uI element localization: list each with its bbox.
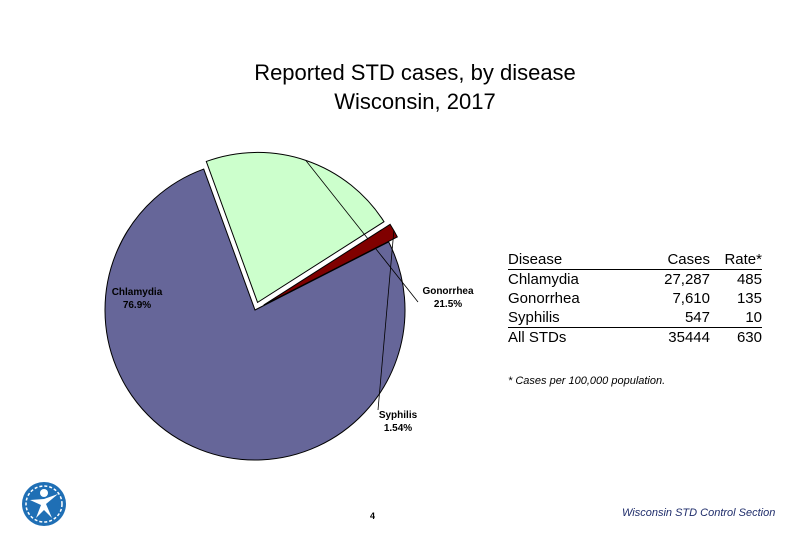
chart-title: Reported STD cases, by disease [254,60,576,85]
cell-disease: Chlamydia [508,271,579,288]
leader-line-syphilis [377,230,395,411]
slice-label-gonorrhea: Gonorrhea [422,286,474,297]
cell-cases: 27,287 [664,271,710,288]
cell-cases: 547 [626,308,710,328]
cell-cases: 7,610 [672,290,710,307]
table-row-total: All STDs 35444 630 [508,328,762,348]
cell-disease: Gonorrhea [508,290,580,307]
pie-slice-gonorrhea [205,151,385,304]
cell-rate: 10 [710,308,762,328]
slice-percent-chlamydia: 76.9% [123,300,151,311]
slice-percent-gonorrhea: 21.5% [434,299,462,310]
chart-title-block: Reported STD cases, by disease Wisconsin… [160,58,670,116]
pie-slice-chlamydia [104,168,406,461]
cell-disease: Syphilis [508,308,626,328]
credit-text: Wisconsin STD Control Section [622,507,776,519]
chart-subtitle: Wisconsin, 2017 [334,89,496,114]
leader-line-gonorrhea [305,160,419,303]
table-row: Gonorrhea 7,610 135 [508,289,762,308]
health-logo-icon [22,482,66,526]
slice-label-syphilis: Syphilis [379,410,418,421]
table-header-row: Disease Cases Rate* [508,250,762,270]
cell-rate: 135 [736,290,762,307]
header-cases: Cases [626,250,710,270]
slice-label-chlamydia: Chlamydia [112,287,163,298]
table-row: Syphilis 547 10 [508,308,762,328]
cell-disease: All STDs [508,329,567,346]
header-disease: Disease [508,250,626,270]
cell-rate: 485 [736,271,762,288]
table-row: Chlamydia 27,287 485 [508,270,762,290]
header-rate: Rate* [710,250,762,270]
slice-percent-syphilis: 1.54% [384,423,412,434]
cell-cases: 35444 [668,329,710,346]
cell-rate: 630 [736,329,762,346]
cases-table: Disease Cases Rate* Chlamydia 27,287 485… [508,250,762,347]
footnote: * Cases per 100,000 population. [508,375,666,387]
page-number: 4 [370,511,376,521]
